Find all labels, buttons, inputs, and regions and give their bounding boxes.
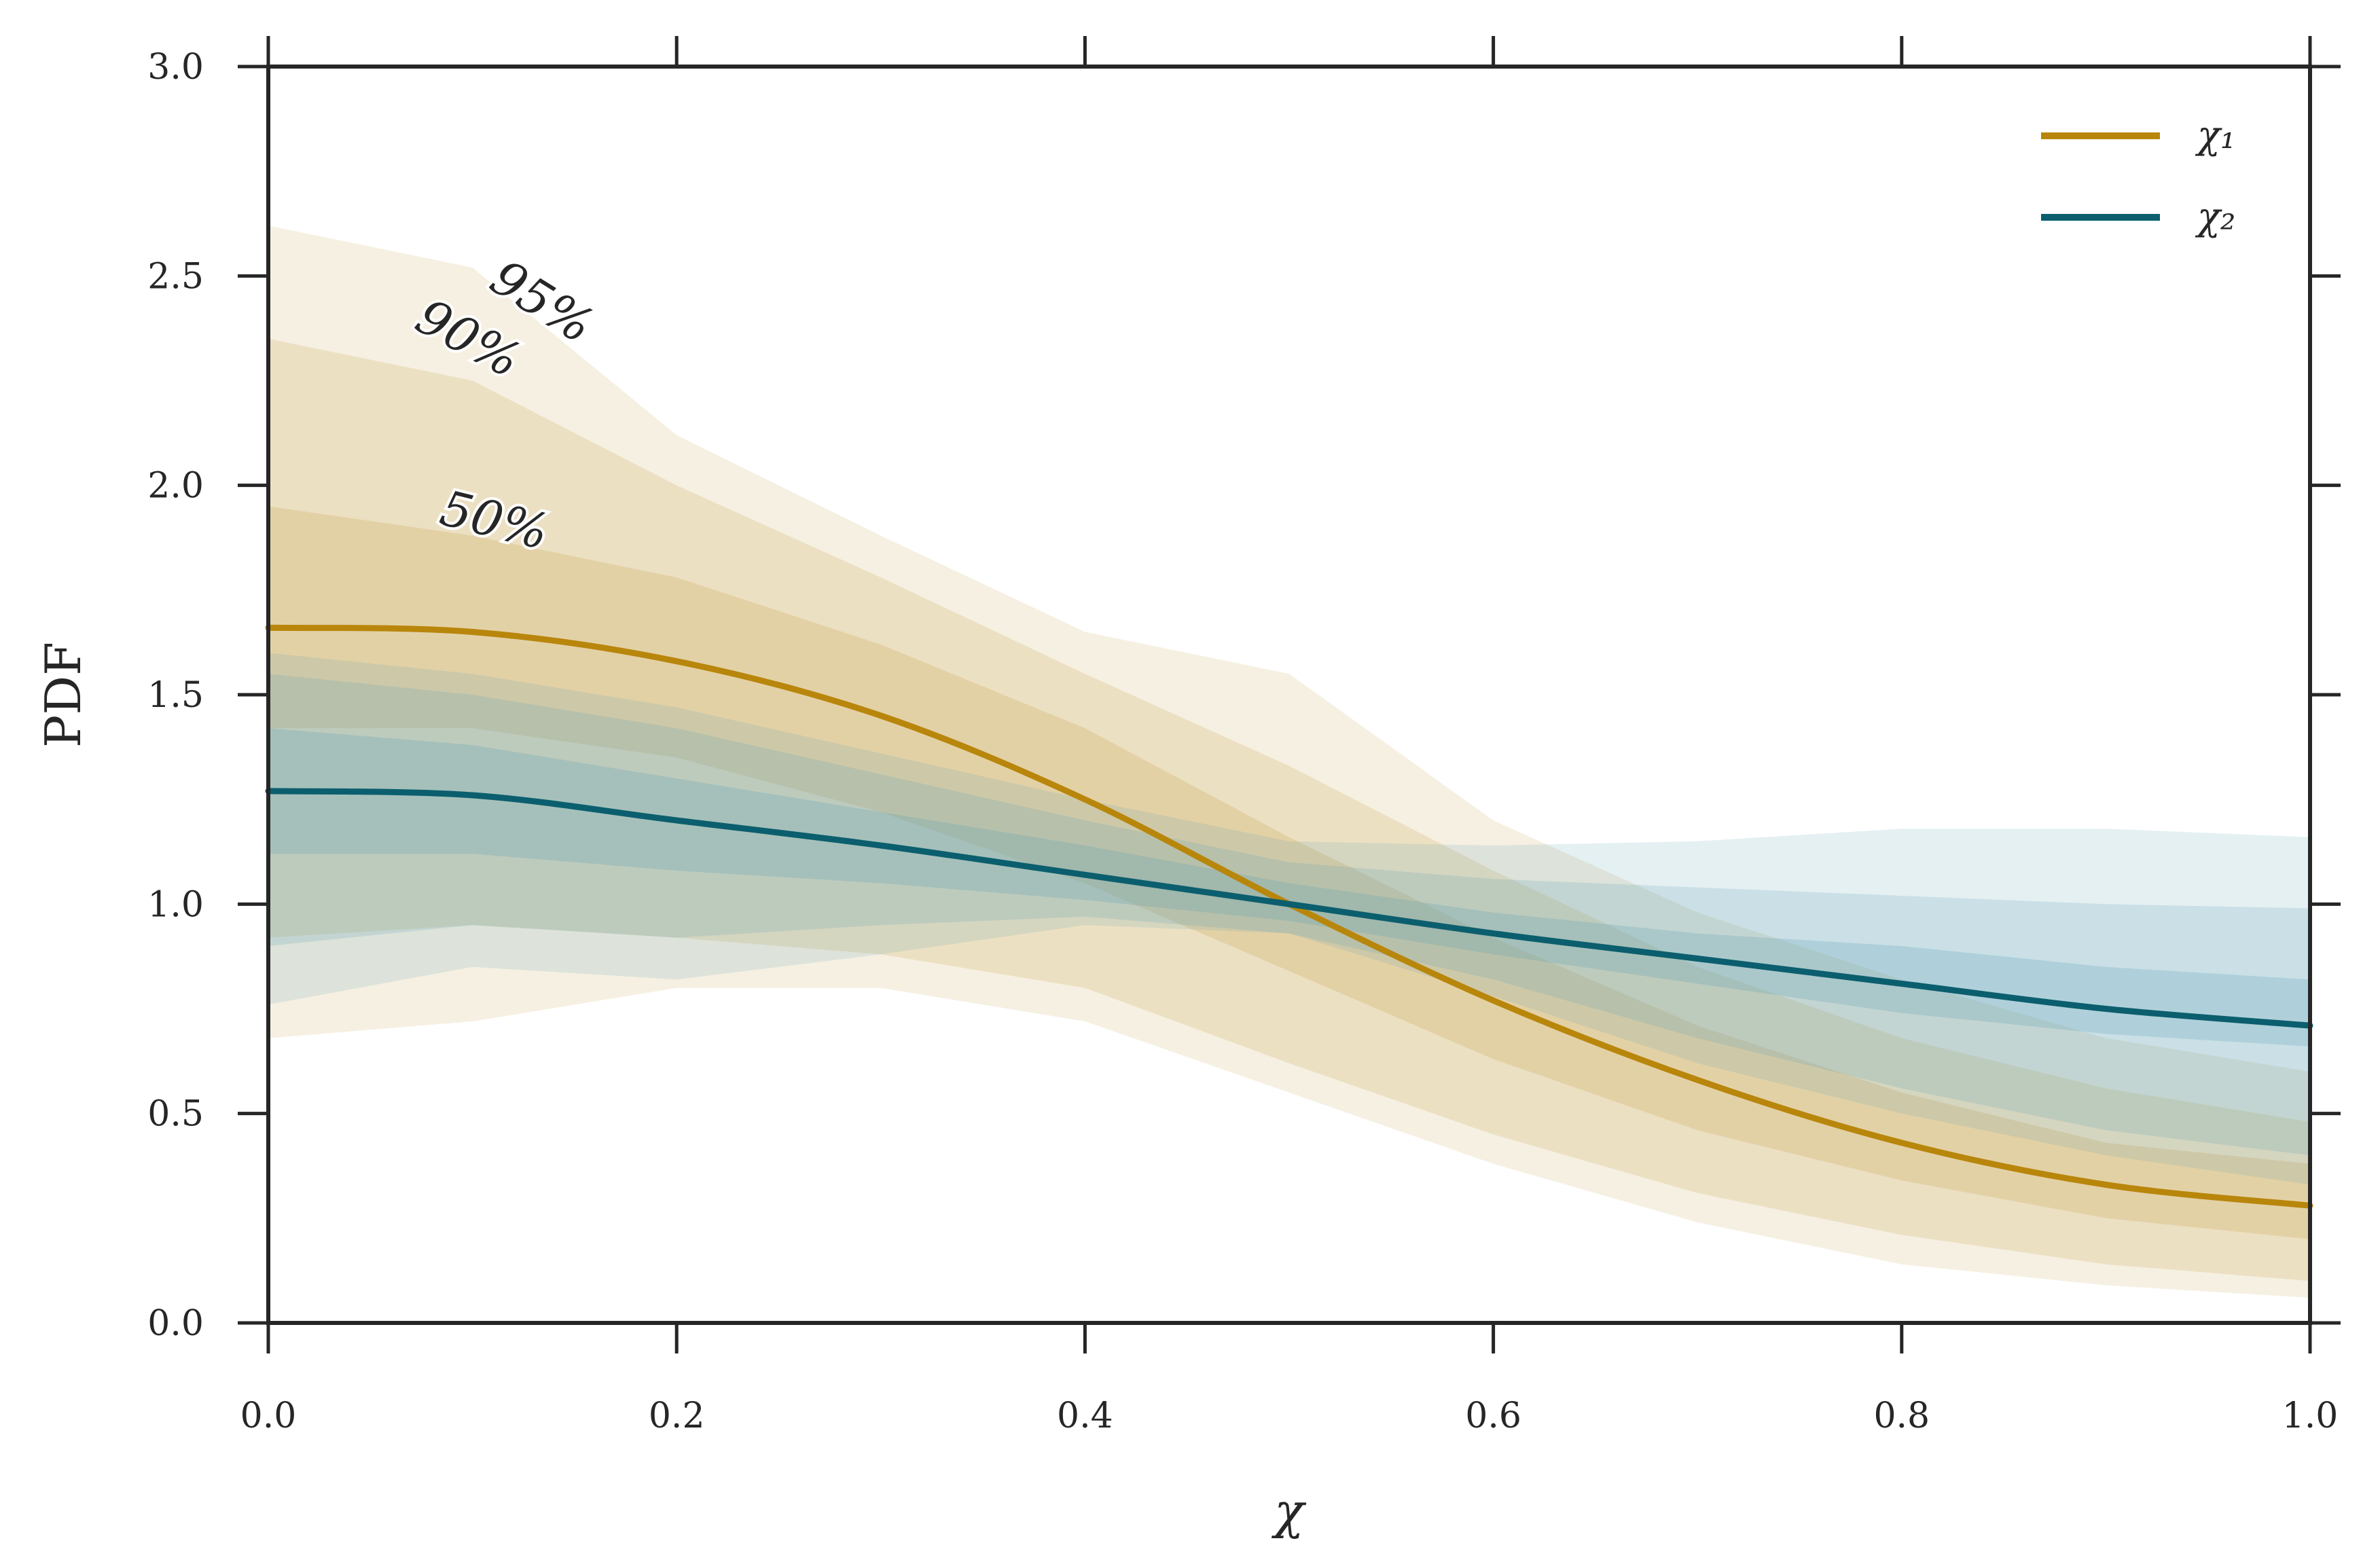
- x-axis-title: χ: [1271, 1483, 1307, 1540]
- confidence-bands: [268, 225, 2310, 1298]
- median-line-series-2: [265, 788, 2313, 1029]
- band-band50-series-1: [268, 506, 2310, 1239]
- x-axis-ticks: 0.0 0.2 0.4 0.6 0.8 1.0: [240, 36, 2339, 1436]
- band-band90-series-1: [268, 338, 2310, 1281]
- x-tick-label: 0.4: [1057, 1396, 1113, 1436]
- x-tick-label: 1.0: [2282, 1396, 2339, 1436]
- median-lines: [265, 624, 2313, 1209]
- y-axis-title: PDF: [35, 642, 92, 748]
- y-tick-label: 3.0: [147, 47, 204, 88]
- legend-label-chi1: χ₁: [2195, 113, 2235, 158]
- y-tick-label: 1.5: [147, 675, 204, 716]
- y-tick-label: 2.0: [147, 466, 204, 507]
- y-tick-label: 0.0: [147, 1303, 204, 1344]
- y-tick-label: 1.0: [147, 884, 204, 925]
- x-tick-label: 0.0: [240, 1396, 297, 1436]
- band-band90-series-2: [268, 674, 2310, 1156]
- x-tick-label: 0.8: [1873, 1396, 1930, 1436]
- legend: χ₁ χ₂: [2041, 113, 2235, 239]
- x-tick-label: 0.6: [1465, 1396, 1521, 1436]
- legend-label-chi2: χ₂: [2195, 195, 2235, 239]
- band-band50-series-2: [268, 728, 2310, 1047]
- x-tick-label: 0.2: [649, 1396, 705, 1436]
- y-axis-ticks: 0.0 0.5 1.0 1.5 2.0 2.5 3.0: [147, 47, 2341, 1344]
- band-band95-series-2: [268, 653, 2310, 1185]
- y-tick-label: 2.5: [147, 256, 204, 297]
- band-band95-series-1: [268, 225, 2310, 1298]
- y-tick-label: 0.5: [147, 1094, 204, 1135]
